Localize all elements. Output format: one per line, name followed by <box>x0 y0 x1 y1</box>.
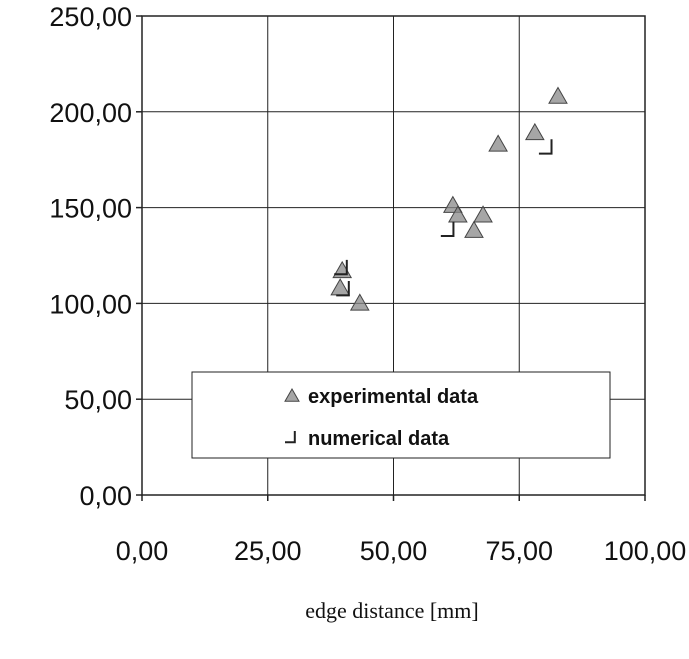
point <box>524 122 545 141</box>
point <box>336 280 350 297</box>
legend-label: numerical data <box>308 428 450 450</box>
point <box>548 86 568 104</box>
y-tick-label: 50,00 <box>64 385 132 415</box>
point <box>464 220 484 238</box>
y-tick-label: 200,00 <box>49 98 132 128</box>
point <box>334 259 348 276</box>
x-tick-label: 25,00 <box>234 536 302 566</box>
x-tick-label: 100,00 <box>604 536 687 566</box>
y-tick-label: 150,00 <box>49 194 132 224</box>
y-tick-label: 0,00 <box>79 481 132 511</box>
x-axis-title: edge distance [mm] <box>305 598 479 623</box>
x-tick-label: 75,00 <box>485 536 553 566</box>
x-tick-label: 0,00 <box>116 536 169 566</box>
point <box>473 205 493 223</box>
point <box>448 205 468 223</box>
point <box>440 221 455 237</box>
legend: experimental data numerical data <box>191 371 611 459</box>
legend-label: experimental data <box>308 386 479 408</box>
point <box>538 139 553 155</box>
point <box>349 293 370 311</box>
y-tick-label: 100,00 <box>49 289 132 319</box>
y-tick-label: 250,00 <box>49 2 132 32</box>
plot-frame <box>141 15 646 496</box>
point <box>488 134 508 152</box>
legend-box <box>191 371 611 459</box>
x-tick-label: 50,00 <box>360 536 428 566</box>
marks <box>330 86 568 311</box>
legend-marker <box>284 387 300 402</box>
legend-marker <box>285 431 296 444</box>
